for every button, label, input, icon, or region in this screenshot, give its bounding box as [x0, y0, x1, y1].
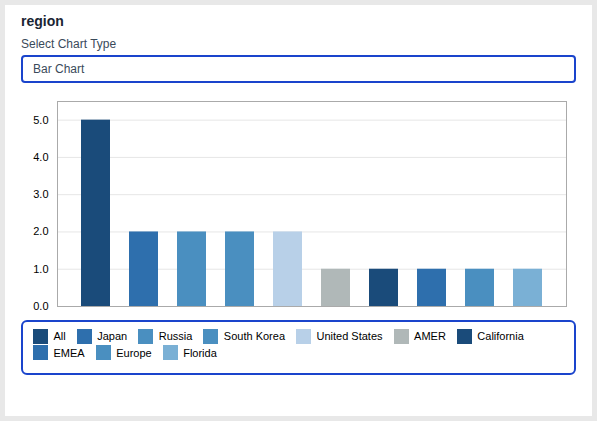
html-text:United States: United States [316, 330, 383, 343]
svg-text:1.0: 1.0 [33, 263, 48, 275]
html-text:All: All [53, 330, 66, 343]
svg-text:4.0: 4.0 [33, 151, 48, 163]
html-text:Bar Chart: Bar Chart [33, 62, 85, 76]
html-text:South Korea: South Korea [223, 330, 285, 343]
html-text:AMER: AMER [414, 330, 446, 343]
html-text:Europe: Europe [116, 346, 152, 359]
html-text:EMEA: EMEA [53, 346, 85, 359]
svg-text:5.0: 5.0 [33, 114, 48, 126]
html-text:region: region [21, 13, 64, 29]
svg-text:2.0: 2.0 [33, 225, 48, 237]
html-text:Japan: Japan [97, 330, 128, 343]
html-text:Florida: Florida [183, 346, 217, 359]
svg-text:0.0: 0.0 [33, 300, 48, 312]
svg-text:3.0: 3.0 [33, 188, 48, 200]
html-text:Russia: Russia [158, 330, 193, 343]
html-text:California: California [477, 330, 524, 343]
html-text:Select Chart Type: Select Chart Type [21, 37, 117, 51]
